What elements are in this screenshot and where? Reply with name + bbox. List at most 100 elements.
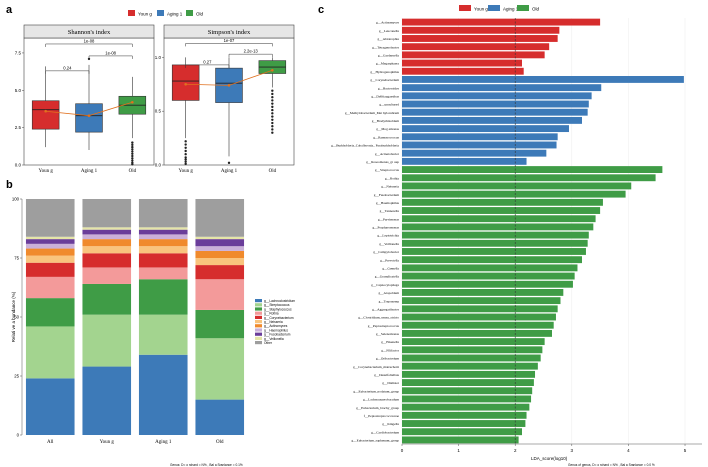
shannon-title: Shannon's index [68, 29, 111, 36]
composition-legend-label: g__Lachnoclostridium [264, 299, 295, 303]
lefse-bar [402, 174, 656, 182]
composition-ytick-label: 0 [17, 433, 20, 438]
composition-ytick-label: 100 [12, 197, 20, 202]
shannon-mean-point [87, 114, 91, 117]
lefse-bar [402, 43, 550, 51]
lefse-category-label: g__Aggregatibacter [372, 307, 400, 311]
lefse-xlabel: LDA_score(log10) [531, 456, 568, 461]
simpson-outlier [227, 161, 231, 165]
lefse-bar [402, 18, 601, 26]
composition-segment [138, 246, 188, 254]
composition-segment [138, 227, 188, 230]
simpson-outlier [271, 99, 274, 102]
composition-segment [25, 326, 75, 379]
simpson-sig-label: 2.2e-13 [244, 49, 259, 54]
lefse-bar [402, 84, 602, 92]
composition-xtick-label: All [47, 440, 54, 445]
lefse-category-label: g__Methylobacterium_Met hylorubrum [345, 111, 400, 115]
lefse-bar [402, 338, 545, 346]
lefse-bar [402, 395, 532, 403]
legend-a-swatch-aging [157, 10, 164, 16]
simpson-outlier [271, 121, 274, 125]
simpson-outlier [184, 156, 187, 159]
composition-legend-label: g__Actinomyces [264, 324, 288, 328]
simpson-sig-label: 0.27 [203, 59, 212, 64]
lefse-category-label: g__Parvimonas [378, 217, 400, 221]
lefse-bar [402, 428, 522, 436]
shannon-ytick-label: 2.5 [15, 125, 22, 130]
lefse-bar [402, 231, 589, 239]
lefse-bar [402, 190, 626, 198]
lefse-bar [402, 133, 558, 141]
simpson-title-strip [163, 24, 295, 39]
lefse-xtick-label: 4 [627, 448, 630, 453]
lefse-bar [402, 92, 592, 100]
simpson-outlier [271, 118, 274, 121]
composition-legend-label: g__Staphylococcus [264, 307, 292, 311]
composition-legend-label: g__Neisseria [264, 320, 283, 324]
lefse-category-label: g__Treponema [379, 299, 400, 303]
composition-segment [82, 253, 132, 268]
composition-stacked-bar: Relati ve a bundance (%) 0 25 50 75 100 All You… [11, 197, 295, 467]
shannon-outlier [131, 145, 134, 149]
composition-footnote: Genus: D= o rchard = N% , Bal a Sranlanc… [170, 463, 243, 467]
shannon-ytick-label: 7.5 [15, 50, 22, 55]
legend-a: Youn g Aging 1 Old [128, 10, 204, 17]
composition-segment [195, 239, 245, 247]
lefse-lda-barh: g__Actinomyces g__Leuconella g__Abiotrophi… [331, 18, 702, 467]
legend-c-swatch-young [459, 5, 471, 11]
composition-segment [25, 239, 75, 244]
lefse-bar [402, 313, 556, 321]
composition-segment [25, 248, 75, 256]
composition-legend-label: g__Fusobacterium [264, 333, 291, 337]
lefse-xtick-label: 5 [684, 448, 687, 453]
lefse-bar [402, 387, 533, 395]
simpson-outlier [271, 92, 274, 96]
shannon-outlier [131, 150, 134, 153]
legend-c-label-aging: Aging 1 [503, 7, 519, 12]
lefse-category-label: g__Eubacterium_nodatum_group [353, 389, 399, 393]
lefse-category-label: g__Ramonococcus [373, 135, 399, 139]
composition-segment [82, 283, 132, 315]
composition-legend-swatch [255, 336, 262, 340]
lefse-bar [402, 362, 538, 370]
lefse-bar [402, 149, 547, 157]
shannon-outlier [131, 141, 134, 144]
simpson-xtick-label: Old [269, 169, 277, 174]
simpson-xtick-label: Aging 1 [221, 169, 238, 174]
lefse-category-label: g__Leptotrichia [377, 234, 399, 238]
shannon-outlier [131, 152, 134, 155]
lefse-bar [402, 59, 522, 67]
simpson-ytick-label: 0.0 [155, 163, 162, 168]
composition-segment [195, 265, 245, 280]
lefse-category-label: g__Corynebacterium_matruchotii [353, 365, 399, 369]
shannon-outlier [131, 159, 134, 162]
simpson-outlier [271, 89, 274, 92]
shannon-boxplot: Shannon's index 0.0 2.5 5.0 7.5 Youn g Aging 1… [15, 24, 155, 174]
lefse-bar [402, 370, 536, 378]
composition-segment [25, 378, 75, 435]
lefse-category-label: g__Gemella [382, 267, 399, 271]
lefse-category-label: g__Selenomonas [376, 332, 400, 336]
composition-legend-label: g__Corynebacterium [264, 316, 294, 320]
lefse-bar [402, 321, 554, 329]
composition-segment [195, 236, 245, 240]
simpson-ytick-label: 1.0 [155, 55, 162, 60]
lefse-category-label: g__Lachnoanaerobaculum [363, 398, 399, 402]
composition-legend-swatch [255, 341, 262, 345]
composition-segment [138, 229, 188, 235]
lefse-bar [402, 264, 578, 272]
lefse-bar [402, 223, 594, 231]
composition-segment [195, 399, 245, 435]
shannon-sig-label: 1e-08 [84, 38, 95, 43]
lefse-category-label: g__Eubacterium_saphenum_group [352, 439, 400, 443]
lefse-category-label: g__Fusobacterium [374, 193, 400, 197]
composition-segment [82, 314, 132, 367]
lefse-bar [402, 280, 573, 288]
lefse-category-label: g__Rothia [385, 176, 400, 180]
legend-c-swatch-aging [488, 5, 500, 11]
lefse-bar [402, 329, 552, 337]
lefse-bar [402, 379, 534, 386]
composition-legend-label: Other [264, 341, 273, 345]
composition-segment [138, 267, 188, 280]
